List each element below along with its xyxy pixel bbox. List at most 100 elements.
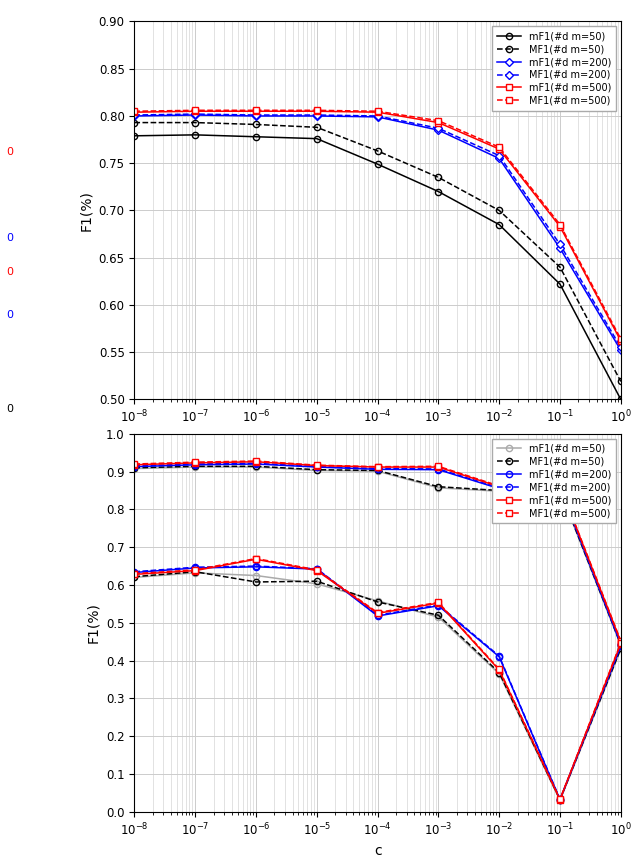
mF1(#d m=200) bbox=[435, 125, 442, 135]
Y-axis label: F1(%): F1(%) bbox=[86, 602, 100, 643]
mF1(#d m=200) bbox=[617, 639, 625, 649]
MF1(#d m=50) bbox=[435, 482, 442, 492]
mF1(#d m=50) bbox=[252, 131, 260, 142]
MF1(#d m=500) bbox=[252, 456, 260, 466]
MF1(#d m=500) bbox=[131, 106, 138, 116]
mF1(#d m=500) bbox=[131, 107, 138, 118]
MF1(#d m=50) bbox=[191, 118, 199, 128]
Legend: mF1(#d m=50), MF1(#d m=50), mF1(#d m=200), MF1(#d m=200), mF1(#d m=500), MF1(#d : mF1(#d m=50), MF1(#d m=50), mF1(#d m=200… bbox=[492, 439, 616, 523]
Y-axis label: F1(%): F1(%) bbox=[79, 190, 93, 231]
mF1(#d m=500) bbox=[556, 481, 564, 491]
mF1(#d m=50) bbox=[191, 130, 199, 140]
mF1(#d m=200) bbox=[435, 465, 442, 475]
mF1(#d m=500) bbox=[495, 143, 503, 155]
mF1(#d m=50) bbox=[495, 486, 503, 497]
MF1(#d m=200) bbox=[617, 638, 625, 649]
MF1(#d m=50) bbox=[131, 463, 138, 473]
MF1(#d m=50) bbox=[435, 172, 442, 182]
mF1(#d m=200) bbox=[191, 110, 199, 120]
MF1(#d m=200) bbox=[556, 240, 564, 250]
mF1(#d m=200) bbox=[313, 111, 321, 121]
mF1(#d m=200) bbox=[131, 111, 138, 121]
mF1(#d m=200) bbox=[374, 112, 381, 122]
MF1(#d m=200) bbox=[191, 459, 199, 469]
Line: mF1(#d m=50): mF1(#d m=50) bbox=[131, 464, 624, 649]
mF1(#d m=500) bbox=[556, 222, 564, 232]
mF1(#d m=50) bbox=[617, 394, 625, 405]
mF1(#d m=200) bbox=[191, 460, 199, 470]
mF1(#d m=50) bbox=[131, 463, 138, 473]
MF1(#d m=200) bbox=[131, 110, 138, 120]
MF1(#d m=200) bbox=[313, 110, 321, 120]
MF1(#d m=50) bbox=[374, 146, 381, 156]
mF1(#d m=200) bbox=[374, 464, 381, 474]
mF1(#d m=200) bbox=[495, 484, 503, 494]
Line: mF1(#d m=200): mF1(#d m=200) bbox=[131, 112, 624, 353]
MF1(#d m=200) bbox=[374, 463, 381, 473]
MF1(#d m=200) bbox=[252, 458, 260, 468]
mF1(#d m=50) bbox=[374, 466, 381, 477]
Text: 0: 0 bbox=[6, 267, 13, 277]
mF1(#d m=50) bbox=[556, 279, 564, 289]
mF1(#d m=50) bbox=[435, 483, 442, 493]
Line: mF1(#d m=50): mF1(#d m=50) bbox=[131, 131, 624, 403]
mF1(#d m=50) bbox=[313, 133, 321, 143]
MF1(#d m=500) bbox=[556, 219, 564, 229]
MF1(#d m=50) bbox=[131, 118, 138, 128]
MF1(#d m=500) bbox=[191, 105, 199, 115]
mF1(#d m=50) bbox=[556, 485, 564, 496]
Line: MF1(#d m=50): MF1(#d m=50) bbox=[131, 463, 624, 648]
MF1(#d m=200) bbox=[191, 109, 199, 119]
mF1(#d m=50) bbox=[617, 640, 625, 650]
Line: MF1(#d m=500): MF1(#d m=500) bbox=[131, 458, 624, 644]
mF1(#d m=500) bbox=[435, 462, 442, 472]
mF1(#d m=500) bbox=[252, 457, 260, 467]
Text: (a): (a) bbox=[366, 448, 389, 466]
MF1(#d m=500) bbox=[252, 105, 260, 115]
X-axis label: c: c bbox=[374, 431, 381, 445]
MF1(#d m=500) bbox=[435, 461, 442, 472]
mF1(#d m=500) bbox=[131, 460, 138, 470]
mF1(#d m=200) bbox=[252, 459, 260, 469]
MF1(#d m=500) bbox=[617, 636, 625, 646]
MF1(#d m=50) bbox=[252, 461, 260, 472]
MF1(#d m=500) bbox=[617, 334, 625, 344]
Text: 0: 0 bbox=[6, 405, 13, 414]
MF1(#d m=500) bbox=[313, 460, 321, 471]
mF1(#d m=50) bbox=[131, 131, 138, 141]
MF1(#d m=200) bbox=[617, 342, 625, 352]
MF1(#d m=50) bbox=[191, 461, 199, 472]
MF1(#d m=200) bbox=[435, 464, 442, 474]
Line: MF1(#d m=200): MF1(#d m=200) bbox=[131, 111, 624, 350]
MF1(#d m=200) bbox=[252, 110, 260, 120]
MF1(#d m=200) bbox=[313, 461, 321, 472]
mF1(#d m=500) bbox=[252, 106, 260, 116]
mF1(#d m=50) bbox=[495, 219, 503, 229]
MF1(#d m=50) bbox=[495, 205, 503, 216]
mF1(#d m=50) bbox=[435, 186, 442, 197]
MF1(#d m=50) bbox=[252, 119, 260, 130]
MF1(#d m=500) bbox=[556, 480, 564, 490]
MF1(#d m=50) bbox=[313, 465, 321, 475]
mF1(#d m=200) bbox=[131, 461, 138, 472]
mF1(#d m=500) bbox=[435, 118, 442, 128]
MF1(#d m=200) bbox=[435, 123, 442, 133]
MF1(#d m=200) bbox=[374, 111, 381, 121]
mF1(#d m=500) bbox=[495, 482, 503, 492]
MF1(#d m=50) bbox=[556, 484, 564, 495]
mF1(#d m=200) bbox=[495, 153, 503, 163]
mF1(#d m=500) bbox=[617, 336, 625, 346]
MF1(#d m=500) bbox=[495, 481, 503, 491]
MF1(#d m=50) bbox=[313, 122, 321, 132]
MF1(#d m=500) bbox=[374, 106, 381, 116]
mF1(#d m=500) bbox=[191, 458, 199, 468]
mF1(#d m=200) bbox=[617, 345, 625, 356]
mF1(#d m=500) bbox=[374, 462, 381, 472]
mF1(#d m=200) bbox=[252, 111, 260, 121]
mF1(#d m=200) bbox=[313, 462, 321, 472]
Line: mF1(#d m=500): mF1(#d m=500) bbox=[131, 459, 624, 645]
MF1(#d m=200) bbox=[495, 150, 503, 161]
mF1(#d m=50) bbox=[374, 159, 381, 169]
MF1(#d m=200) bbox=[131, 460, 138, 471]
MF1(#d m=500) bbox=[131, 459, 138, 469]
